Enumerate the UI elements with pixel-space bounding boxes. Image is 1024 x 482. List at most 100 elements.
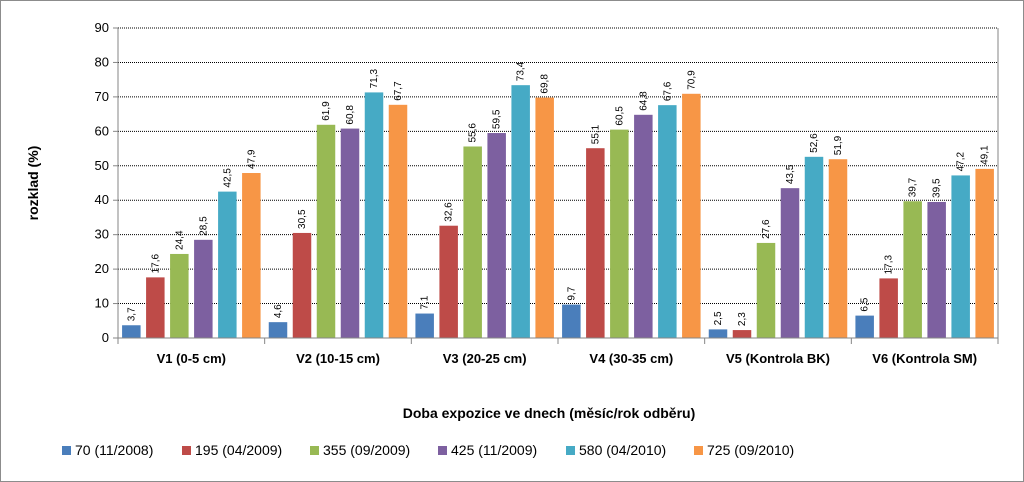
bar xyxy=(780,188,800,338)
bar xyxy=(855,315,874,338)
bar xyxy=(439,225,458,338)
bar xyxy=(879,278,898,338)
legend-swatch xyxy=(694,446,703,455)
bar xyxy=(804,156,824,338)
bar xyxy=(535,97,554,338)
data-label: 47,9 xyxy=(246,149,257,169)
legend-swatch xyxy=(62,446,71,455)
category-label: V4 (30-35 cm) xyxy=(589,351,673,366)
bar xyxy=(415,313,434,338)
data-label: 9,7 xyxy=(566,286,577,300)
legend-label: 195 (04/2009) xyxy=(195,442,282,458)
bar xyxy=(828,159,848,338)
category-label: V3 (20-25 cm) xyxy=(443,351,527,366)
y-tick-label: 70 xyxy=(95,89,109,104)
bars xyxy=(122,85,994,339)
bar xyxy=(364,92,384,339)
category-label: V1 (0-5 cm) xyxy=(157,351,226,366)
category-label: V2 (10-15 cm) xyxy=(296,351,380,366)
y-tick-label: 80 xyxy=(95,54,109,69)
bar xyxy=(927,201,946,338)
data-label: 67,7 xyxy=(393,81,404,101)
bar xyxy=(170,253,189,338)
bar xyxy=(903,201,922,338)
bar xyxy=(218,191,237,338)
data-label: 39,7 xyxy=(908,177,919,197)
legend-label: 70 (11/2008) xyxy=(75,442,153,458)
data-label: 7,1 xyxy=(420,295,431,309)
data-label: 70,9 xyxy=(686,70,697,90)
bar xyxy=(682,93,701,339)
data-label: 39,5 xyxy=(932,178,943,198)
legend-swatch xyxy=(438,446,447,455)
y-tick-label: 0 xyxy=(102,330,109,345)
data-label: 28,5 xyxy=(198,216,209,236)
data-label: 55,6 xyxy=(468,123,479,143)
data-label: 64,8 xyxy=(638,91,649,111)
data-label: 60,8 xyxy=(345,105,356,125)
data-labels: 3,7 4,6 7,1 9,7 2,5 6,5 17,6 30,5 32,6 55,1 2,3 17,… xyxy=(126,61,990,326)
data-label: 32,6 xyxy=(444,202,455,222)
data-label: 4,6 xyxy=(273,304,284,318)
bar xyxy=(388,104,408,338)
bar xyxy=(610,129,629,338)
bar xyxy=(146,277,165,338)
bar xyxy=(586,148,605,338)
data-label: 2,5 xyxy=(713,311,724,325)
bar xyxy=(242,173,261,338)
legend: 70 (11/2008) 195 (04/2009) 355 (09/2009) 42… xyxy=(62,442,794,458)
bar xyxy=(732,330,752,338)
data-label: 61,9 xyxy=(321,101,332,121)
data-label: 6,5 xyxy=(860,297,871,311)
data-label: 30,5 xyxy=(297,209,308,229)
data-label: 49,1 xyxy=(980,145,991,165)
y-axis-title: rozklad (%) xyxy=(25,146,41,221)
legend-label: 425 (11/2009) xyxy=(451,442,537,458)
legend-label: 355 (09/2009) xyxy=(323,442,410,458)
data-label: 51,9 xyxy=(833,135,844,155)
y-tick-label: 50 xyxy=(95,158,109,173)
data-label: 3,7 xyxy=(126,307,137,321)
data-label: 73,4 xyxy=(516,61,527,81)
y-tick-label: 30 xyxy=(95,227,109,242)
data-label: 59,5 xyxy=(492,109,503,129)
bar xyxy=(511,85,530,338)
legend-label: 580 (04/2010) xyxy=(579,442,666,458)
x-axis-title: Doba expozice ve dnech (měsíc/rok odběru… xyxy=(403,405,696,421)
legend-swatch xyxy=(182,446,191,455)
legend-swatch xyxy=(310,446,319,455)
bar xyxy=(658,105,677,339)
legend-swatch xyxy=(566,446,575,455)
data-label: 42,5 xyxy=(222,168,233,188)
data-label: 43,5 xyxy=(785,164,796,184)
bar xyxy=(463,146,482,338)
data-label: 52,6 xyxy=(809,133,820,153)
gridlines xyxy=(118,27,998,305)
bar xyxy=(268,322,288,338)
y-tick-label: 10 xyxy=(95,296,109,311)
bar xyxy=(634,114,653,338)
bar xyxy=(756,242,776,338)
data-label: 55,1 xyxy=(590,124,601,144)
bar xyxy=(316,124,336,339)
bar xyxy=(562,304,581,338)
data-label: 71,3 xyxy=(369,69,380,89)
data-label: 17,3 xyxy=(884,255,895,275)
y-tick-label: 20 xyxy=(95,261,109,276)
y-tick-label: 90 xyxy=(95,20,109,35)
legend-label: 725 (09/2010) xyxy=(707,442,794,458)
data-label: 60,5 xyxy=(614,106,625,126)
data-label: 17,6 xyxy=(150,253,161,273)
bar xyxy=(975,168,994,338)
data-label: 69,8 xyxy=(540,74,551,94)
y-tick-label: 40 xyxy=(95,192,109,207)
bar xyxy=(487,133,506,338)
bar xyxy=(292,232,312,338)
axes: 0 10 20 30 40 50 60 70 80 90 V1 (0-5 cm) V2 (10-15 … xyxy=(95,20,999,366)
data-label: 27,6 xyxy=(761,219,772,239)
data-label: 47,2 xyxy=(956,152,967,172)
data-label: 2,3 xyxy=(737,312,748,326)
bar xyxy=(194,239,213,338)
category-label: V5 (Kontrola BK) xyxy=(726,351,830,366)
